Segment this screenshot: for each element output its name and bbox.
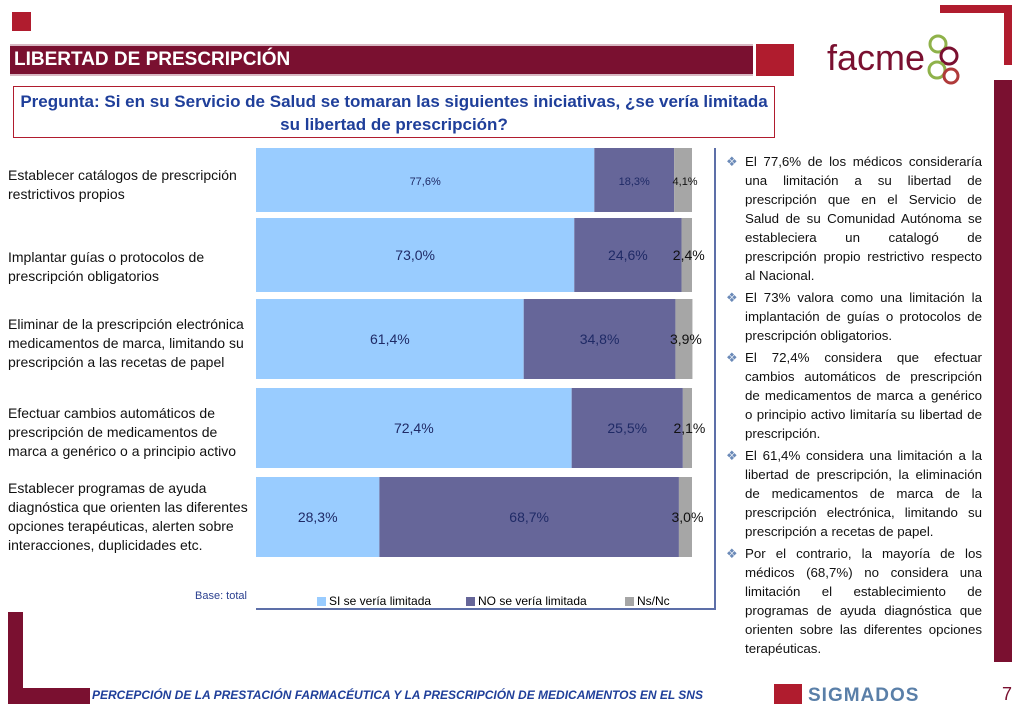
data-label-2-2: 24,6% [608, 247, 648, 263]
question-text: Pregunta: Si en su Servicio de Salud se … [20, 92, 768, 134]
data-label-3-3: 3,9% [670, 331, 702, 347]
stacked-bar-chart: 77,6% 18,3% 4,1% 73,0% 24,6% 2,4% 61,4% 34,8% 3,… [256, 148, 705, 557]
bar-segment-3-1 [256, 299, 524, 379]
bar-segment-3-2 [523, 299, 676, 379]
commentary-item: ❖ El 72,4% considera que efectuar cambios… [724, 348, 982, 443]
legend-swatch-no [466, 596, 475, 606]
facme-logo: facme [827, 34, 960, 85]
page-number: 7 [1002, 684, 1013, 704]
legend-item-nsnc: Ns/Nc [625, 594, 670, 608]
bottom-right-accent [774, 684, 802, 704]
page-title: LIBERTAD DE PRESCRIPCIÓN [14, 49, 291, 70]
facme-logo-text: facme [827, 37, 925, 78]
base-note: Base: total [195, 590, 247, 602]
bar-segment-2-1 [256, 218, 575, 292]
bar-segment-2-2 [574, 218, 682, 292]
commentary-item: ❖ El 73% valora como una limitación la im… [724, 288, 982, 345]
bottom-left-bracket-bottom [8, 688, 90, 704]
bar-segment-5-3 [678, 477, 692, 557]
bar-segment-4-3 [682, 388, 692, 468]
category-label-5: Establecer programas de ayuda diagnóstic… [8, 480, 248, 553]
commentary-text: El 61,4% considera una limitación a la l… [745, 448, 982, 539]
bar-segment-2-3 [681, 218, 692, 292]
data-label-2-3: 2,4% [673, 247, 705, 263]
diamond-bullet-icon: ❖ [726, 154, 738, 169]
category-label-1: Establecer catálogos de prescripción res… [8, 167, 237, 202]
commentary-item: ❖ El 77,6% de los médicos consideraría un… [724, 152, 982, 285]
legend-swatch-nsnc [625, 596, 634, 606]
diamond-bullet-icon: ❖ [726, 290, 738, 305]
legend-label-si: SI se vería limitada [329, 594, 432, 608]
title-bar: LIBERTAD DE PRESCRIPCIÓN [10, 44, 753, 76]
data-label-1-1: 77,6% [410, 176, 441, 188]
bottom-left-bracket-side [8, 612, 23, 704]
bar-segment-5-2 [379, 477, 679, 557]
footer-text: PERCEPCIÓN DE LA PRESTACIÓN FARMACÉUTICA… [92, 688, 703, 702]
diamond-bullet-icon: ❖ [726, 546, 738, 561]
bar-segment-4-1 [256, 388, 572, 468]
data-label-4-3: 2,1% [673, 420, 705, 436]
bar-segment-1-2 [594, 148, 675, 212]
diamond-bullet-icon: ❖ [726, 350, 738, 365]
commentary-item: ❖ Por el contrario, la mayoría de los méd… [724, 544, 982, 658]
commentary-text: El 73% valora como una limitación la imp… [745, 290, 982, 343]
title-accent-square [756, 44, 794, 76]
sigmados-logo-text: SIGMADOS [808, 685, 919, 705]
legend-label-nsnc: Ns/Nc [637, 594, 670, 608]
data-label-1-2: 18,3% [619, 176, 650, 188]
data-label-4-1: 72,4% [394, 420, 434, 436]
data-label-5-1: 28,3% [298, 509, 338, 525]
bar-segment-5-1 [256, 477, 380, 557]
diamond-bullet-icon: ❖ [726, 448, 738, 463]
legend-swatch-si [317, 596, 326, 606]
category-label-4: Efectuar cambios automáticos de prescrip… [8, 405, 237, 459]
bar-segment-1-3 [674, 148, 692, 212]
sigmados-logo: SIGMADOS [808, 685, 919, 705]
data-label-3-2: 34,8% [580, 331, 620, 347]
bar-segment-1-1 [256, 148, 595, 212]
legend-label-no: NO se vería limitada [478, 594, 587, 608]
commentary-item: ❖ El 61,4% considera una limitación a la … [724, 446, 982, 541]
data-label-3-1: 61,4% [370, 331, 410, 347]
commentary-text: El 77,6% de los médicos consideraría una… [745, 154, 982, 283]
category-label-3: Eliminar de la prescripción electrónica … [8, 316, 244, 370]
top-right-bracket-side [1004, 5, 1012, 65]
legend-item-no: NO se vería limitada [466, 594, 587, 608]
commentary-text: Por el contrario, la mayoría de los médi… [745, 546, 982, 656]
question-box: Pregunta: Si en su Servicio de Salud se … [13, 86, 775, 138]
commentary-list: ❖ El 77,6% de los médicos consideraría un… [724, 152, 982, 661]
top-right-bracket-top [940, 5, 1012, 13]
data-label-5-2: 68,7% [509, 509, 549, 525]
data-label-2-1: 73,0% [395, 247, 435, 263]
top-left-square [12, 12, 31, 31]
bar-segment-4-2 [571, 388, 683, 468]
legend-item-si: SI se vería limitada [317, 594, 431, 608]
category-label-2: Implantar guías o protocolos de prescrip… [8, 249, 205, 284]
commentary-text: El 72,4% considera que efectuar cambios … [745, 350, 982, 441]
chart-panel: 77,6% 18,3% 4,1% 73,0% 24,6% 2,4% 61,4% 34,8% 3,… [256, 148, 716, 610]
right-vertical-bar [994, 80, 1012, 662]
data-label-1-3: 4,1% [673, 176, 698, 188]
bar-segment-3-3 [675, 299, 693, 379]
data-label-5-3: 3,0% [671, 509, 703, 525]
data-label-4-2: 25,5% [607, 420, 647, 436]
